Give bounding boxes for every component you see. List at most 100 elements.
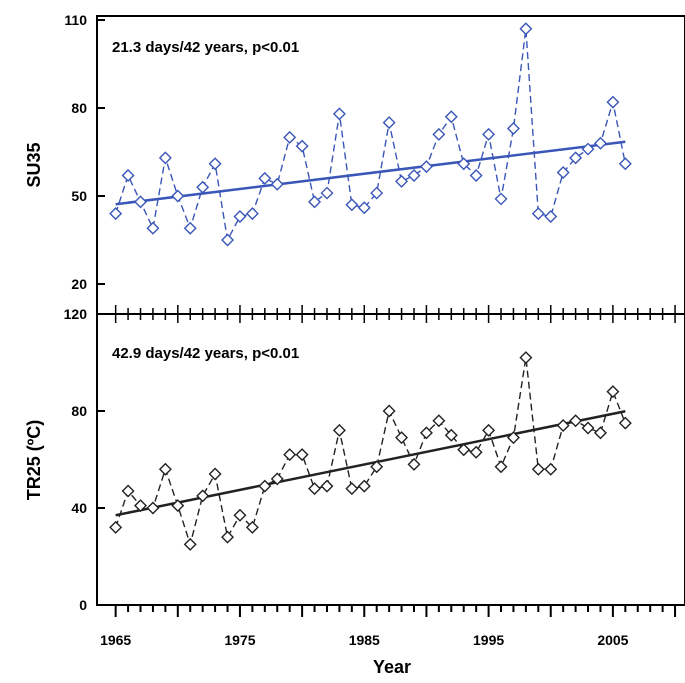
top-series-line	[114, 28, 627, 243]
bottom-data-point	[320, 479, 334, 493]
bottom-y-ticks: 0 40 80 120	[64, 306, 105, 613]
bottom-data-point	[109, 520, 123, 534]
top-data-point	[245, 207, 259, 221]
bottom-data-point	[146, 501, 160, 515]
top-data-point	[109, 207, 123, 221]
top-data-point	[382, 116, 396, 130]
top-data-point	[531, 207, 545, 221]
bottom-panel-frame	[96, 313, 685, 606]
top-data-point	[407, 168, 421, 182]
bottom-data-point	[618, 416, 632, 430]
bottom-data-point	[519, 351, 533, 365]
bottom-data-point	[382, 404, 396, 418]
bottom-data-point	[121, 484, 135, 498]
bottom-series-line	[114, 357, 626, 547]
bottom-data-point	[469, 445, 483, 459]
x-tick-label: 1995	[473, 632, 504, 648]
top-data-point	[519, 22, 533, 36]
top-data-point	[158, 151, 172, 165]
bottom-series-group	[109, 351, 632, 551]
top-data-point	[581, 142, 595, 156]
top-y-tick-label: 110	[64, 12, 87, 28]
bottom-trend-group	[115, 410, 626, 517]
bottom-data-point	[457, 443, 471, 457]
bottom-y-tick-label: 0	[79, 597, 87, 613]
x-tick-label: 1965	[100, 632, 131, 648]
top-data-point	[419, 160, 433, 174]
bottom-data-point	[171, 499, 185, 513]
bottom-data-point	[233, 508, 247, 522]
top-y-axis-label: SU35	[24, 142, 44, 187]
bottom-data-point	[245, 520, 259, 534]
bottom-data-point	[345, 482, 359, 496]
top-data-point	[270, 177, 284, 191]
top-y-tick-label: 50	[71, 188, 87, 204]
bottom-data-point	[295, 448, 309, 462]
top-data-point	[121, 168, 135, 182]
bottom-data-point	[432, 414, 446, 428]
top-data-point	[370, 186, 384, 200]
bottom-data-point	[506, 431, 520, 445]
top-data-point	[183, 221, 197, 235]
x-axis-label: Year	[373, 657, 411, 677]
top-data-point	[134, 195, 147, 209]
top-data-point	[258, 171, 272, 185]
bottom-data-point	[270, 472, 284, 486]
bottom-y-tick-label: 80	[71, 403, 87, 419]
bottom-data-point	[208, 467, 222, 481]
bottom-y-tick-label: 120	[64, 306, 88, 322]
top-data-point	[432, 127, 446, 141]
top-data-point	[345, 198, 359, 212]
bottom-data-point	[308, 482, 322, 496]
bottom-annotation: 42.9 days/42 years, p<0.01	[112, 345, 299, 362]
bottom-data-point	[444, 428, 458, 442]
bottom-data-point	[531, 462, 545, 476]
top-data-point	[320, 186, 334, 200]
top-data-point	[221, 233, 235, 247]
top-data-point	[332, 107, 346, 121]
bottom-data-point	[494, 460, 508, 474]
top-data-point	[395, 174, 409, 188]
bottom-data-point	[407, 457, 421, 471]
top-data-point	[494, 192, 508, 206]
bottom-y-axis-label: TR25 (ºC)	[24, 420, 44, 501]
top-data-point	[295, 139, 309, 153]
top-data-point	[544, 210, 558, 224]
top-y-tick-label: 20	[71, 276, 87, 292]
bottom-data-point	[258, 479, 272, 493]
x-ticks: 1965 1975 1985 1995 2005	[100, 305, 677, 648]
bottom-data-point	[370, 460, 384, 474]
bottom-data-point	[395, 431, 409, 445]
bottom-data-point	[581, 421, 595, 435]
top-data-point	[469, 168, 483, 182]
bottom-data-point	[544, 462, 558, 476]
top-data-point	[569, 151, 583, 165]
top-trend-group	[115, 140, 626, 206]
x-tick-label: 1985	[349, 632, 380, 648]
top-data-point	[283, 130, 297, 144]
top-trend-line	[115, 140, 626, 206]
top-data-point	[593, 136, 607, 150]
top-data-point	[444, 110, 458, 124]
bottom-data-point	[593, 426, 607, 440]
top-data-point	[482, 127, 496, 141]
bottom-y-tick-label: 40	[71, 500, 87, 516]
bottom-data-point	[606, 385, 620, 399]
x-tick-label: 1975	[224, 632, 255, 648]
top-y-tick-label: 80	[71, 100, 87, 116]
top-data-point	[196, 180, 210, 194]
top-data-point	[357, 201, 371, 215]
bottom-data-point	[158, 462, 172, 476]
bottom-data-point	[332, 423, 346, 437]
top-data-point	[506, 122, 520, 136]
bottom-data-point	[221, 530, 235, 544]
top-data-point	[556, 166, 570, 180]
bottom-data-point	[283, 448, 297, 462]
top-data-point	[233, 210, 247, 224]
bottom-data-point	[556, 419, 570, 433]
bottom-data-point	[357, 479, 371, 493]
top-data-point	[171, 189, 185, 203]
top-data-point	[308, 195, 322, 209]
bottom-data-point	[196, 489, 210, 503]
